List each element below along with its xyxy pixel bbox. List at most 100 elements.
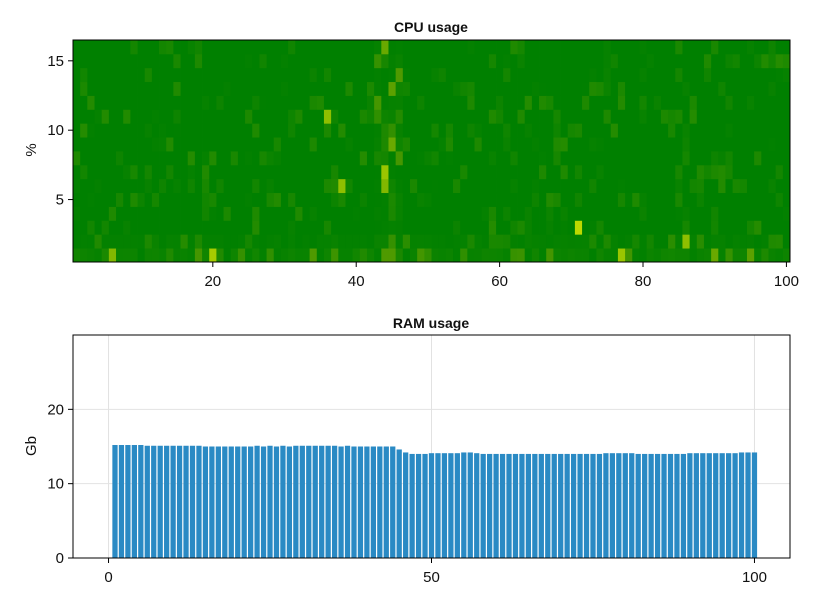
heatmap-cell	[331, 81, 339, 96]
heatmap-cell	[467, 220, 475, 235]
heatmap-cell	[739, 220, 748, 235]
heatmap-cell	[130, 234, 138, 249]
heatmap-cell	[539, 178, 547, 194]
heatmap-cell	[567, 192, 576, 207]
ram-bar	[280, 445, 286, 558]
heatmap-cell	[481, 137, 490, 152]
heatmap-cell	[603, 248, 612, 263]
heatmap-cell	[474, 164, 483, 180]
ram-bar	[577, 453, 583, 558]
heatmap-cell	[259, 220, 267, 235]
heatmap-cell	[230, 109, 239, 124]
heatmap-cell	[761, 178, 769, 194]
heatmap-cell	[646, 206, 655, 221]
heatmap-cell	[510, 151, 518, 166]
heatmap-cell	[288, 164, 296, 180]
heatmap-cell	[280, 123, 289, 138]
heatmap-cell	[130, 67, 138, 83]
heatmap-cell	[395, 248, 404, 263]
heatmap-cell	[323, 151, 332, 166]
heatmap-cell	[374, 137, 382, 152]
heatmap-cell	[718, 95, 726, 110]
heatmap-cell	[639, 192, 647, 207]
heatmap-cell	[409, 164, 418, 180]
heatmap-cell	[316, 206, 325, 221]
heatmap-cell	[273, 137, 282, 152]
heatmap-cell	[309, 151, 318, 166]
heatmap-cell	[460, 95, 468, 110]
heatmap-cell	[582, 248, 590, 263]
heatmap-cell	[101, 67, 110, 83]
heatmap-cell	[252, 220, 260, 235]
heatmap-cell	[123, 137, 131, 152]
heatmap-cell	[309, 123, 318, 138]
heatmap-cell	[632, 178, 640, 194]
heatmap-cell	[610, 206, 619, 221]
heatmap-cell	[539, 123, 547, 138]
heatmap-cell	[696, 137, 705, 152]
heatmap-cell	[553, 206, 561, 221]
heatmap-cell	[194, 206, 203, 221]
heatmap-cell	[216, 206, 224, 221]
ram-bar	[474, 453, 480, 558]
heatmap-cell	[388, 137, 397, 152]
heatmap-cell	[94, 206, 103, 221]
heatmap-cell	[496, 109, 504, 124]
heatmap-cell	[517, 248, 526, 263]
heatmap-cell	[417, 67, 425, 83]
heatmap-cell	[639, 40, 647, 55]
heatmap-cell	[366, 95, 375, 110]
heatmap-cell	[682, 109, 691, 124]
ram-bar	[422, 453, 428, 558]
heatmap-cell	[316, 220, 325, 235]
heatmap-cell	[366, 248, 375, 263]
heatmap-cell	[431, 206, 440, 221]
heatmap-cell	[617, 123, 626, 138]
heatmap-cell	[782, 206, 791, 221]
heatmap-cell	[660, 151, 669, 166]
heatmap-cell	[610, 234, 619, 249]
heatmap-cell	[144, 248, 153, 263]
heatmap-cell	[345, 53, 354, 69]
heatmap-cell	[288, 206, 296, 221]
heatmap-cell	[625, 53, 633, 69]
heatmap-cell	[453, 164, 461, 180]
heatmap-cell	[180, 95, 189, 110]
heatmap-cell	[259, 67, 267, 83]
heatmap-cell	[531, 192, 540, 207]
heatmap-cell	[438, 206, 447, 221]
heatmap-cell	[517, 151, 526, 166]
heatmap-cell	[431, 109, 440, 124]
heatmap-cell	[481, 81, 490, 96]
heatmap-cell	[366, 81, 375, 96]
heatmap-cell	[230, 178, 239, 194]
cpu-chart-title: CPU usage	[394, 19, 468, 35]
heatmap-cell	[108, 109, 117, 124]
heatmap-cell	[467, 151, 475, 166]
ram-bar	[674, 453, 680, 558]
heatmap-cell	[453, 40, 461, 55]
heatmap-cell	[94, 178, 103, 194]
heatmap-cell	[739, 81, 748, 96]
heatmap-cell	[280, 81, 289, 96]
heatmap-cell	[560, 192, 569, 207]
heatmap-cell	[460, 164, 468, 180]
heatmap-cell	[144, 234, 153, 249]
heatmap-cell	[467, 53, 475, 69]
heatmap-cell	[73, 164, 81, 180]
heatmap-cell	[531, 81, 540, 96]
heatmap-cell	[431, 81, 440, 96]
heatmap-cell	[80, 137, 88, 152]
y-tick-label: 5	[56, 192, 64, 209]
ram-bar	[564, 453, 570, 558]
heatmap-cell	[539, 81, 547, 96]
heatmap-cell	[711, 192, 719, 207]
heatmap-cell	[768, 40, 777, 55]
heatmap-cell	[280, 67, 289, 83]
heatmap-cell	[366, 123, 375, 138]
heatmap-cell	[116, 67, 124, 83]
heatmap-cell	[209, 164, 217, 180]
heatmap-cell	[718, 53, 726, 69]
heatmap-cell	[223, 95, 232, 110]
